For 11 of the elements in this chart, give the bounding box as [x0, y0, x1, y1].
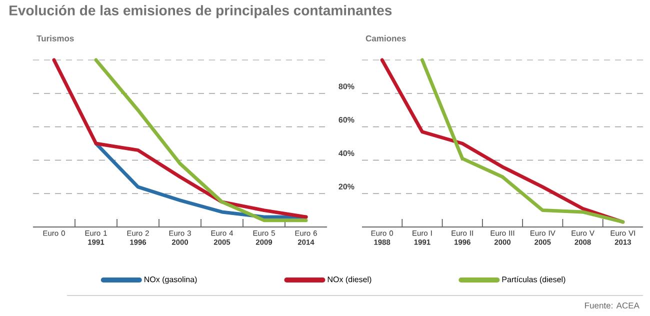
y-tick-label: 60% — [338, 116, 354, 123]
y-tick-label: 40% — [338, 150, 354, 156]
legend-label: Partículas (diesel) — [502, 276, 566, 284]
y-tick-label: 20% — [338, 184, 354, 190]
y-tick-label: 80% — [338, 84, 354, 90]
chart-title: Evolución de las emisiones de principales contaminantes — [10, 4, 392, 18]
chart-subtitle: Turismos — [36, 35, 74, 42]
chart-title: Camiones — [366, 35, 406, 42]
source-note: Fuente: ACEA — [585, 302, 640, 308]
legend-label: NOx (gasolina) — [144, 276, 197, 284]
legend-label: NOx (diesel) — [328, 276, 372, 284]
